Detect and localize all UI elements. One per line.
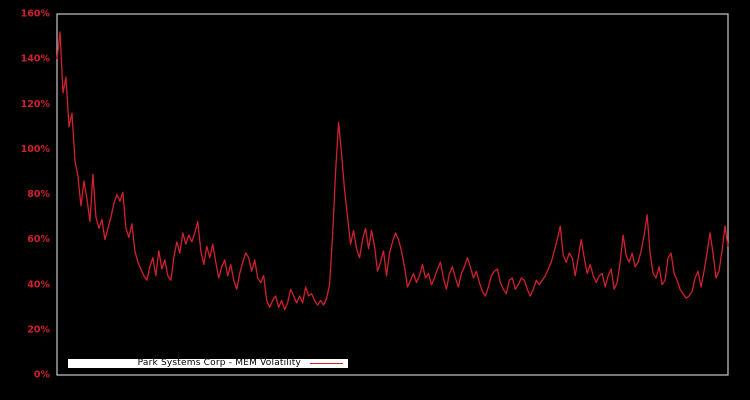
y-tick-label: 40% <box>27 279 50 290</box>
plot-border <box>56 13 729 376</box>
volatility-series-line <box>56 31 729 311</box>
y-tick-label: 60% <box>27 234 50 245</box>
y-tick-label: 100% <box>21 144 51 155</box>
y-tick-label: 120% <box>21 99 51 110</box>
y-tick-label: 140% <box>21 54 51 65</box>
y-tick-label: 20% <box>27 324 50 335</box>
legend-label: Park Systems Corp - MEM Volatility <box>137 358 301 368</box>
y-tick-label: 80% <box>27 189 50 200</box>
legend-line-sample-icon <box>310 363 343 364</box>
y-tick-label: 0% <box>34 370 51 381</box>
y-tick-label: 160% <box>21 9 51 20</box>
legend: Park Systems Corp - MEM Volatility <box>67 358 349 369</box>
